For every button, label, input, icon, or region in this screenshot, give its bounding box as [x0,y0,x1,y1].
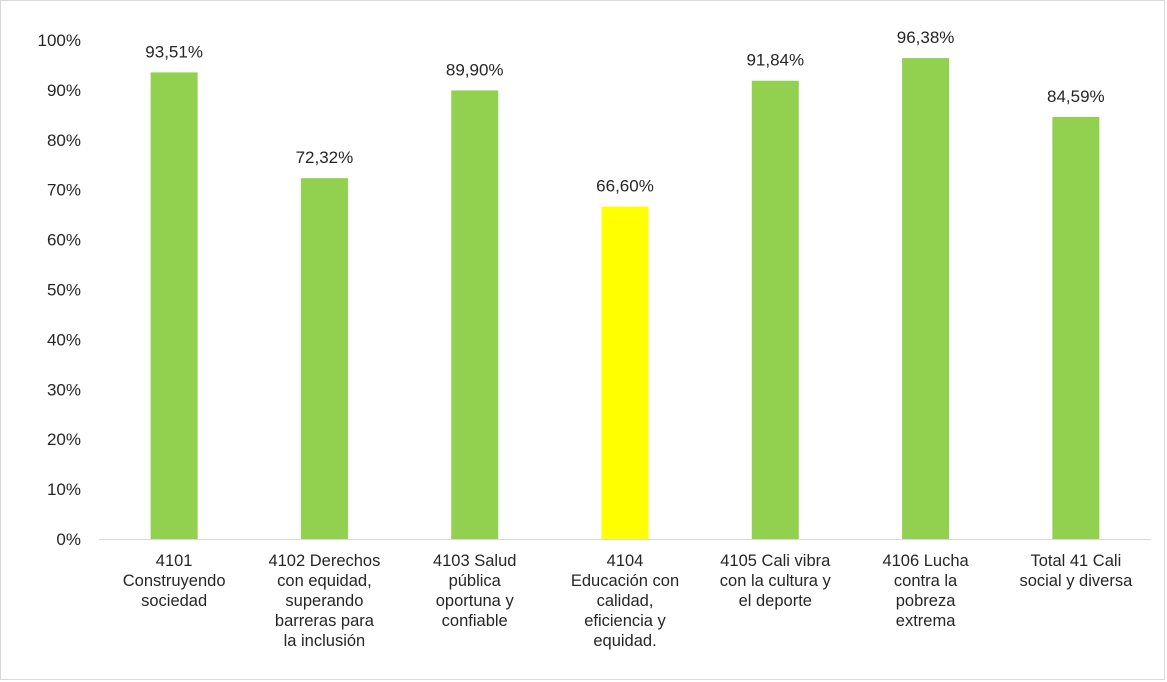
category-label-line: 4106 Lucha [882,552,969,570]
category-label-line: superando [285,592,363,610]
bar [601,206,649,539]
data-label: 89,90% [446,60,504,79]
category-label-line: con la cultura y [720,572,832,590]
category-label: 4103 Salud pública oportuna y confiable [433,552,517,630]
category-label-line: 4105 Cali vibra [720,552,831,570]
category-label-line: 4102 Derechos [268,552,380,570]
category-label-line: confiable [442,612,508,630]
data-label: 91,84% [746,51,804,70]
bars [150,58,1100,540]
category-label-line: equidad. [593,632,656,650]
y-tick-label: 30% [47,380,81,399]
bar [1052,116,1100,539]
category-label-line: Total 41 Cali [1030,552,1121,570]
category-label: 4104 Educación con calidad, eficiencia y equ… [571,552,679,650]
y-tick-label: 10% [47,480,81,499]
category-label-line: extrema [896,612,956,630]
y-tick-label: 40% [47,330,81,349]
category-label-line: pobreza [896,592,956,610]
y-tick-label: 20% [47,430,81,449]
category-label-line: barreras para [275,612,375,630]
category-label-line: 4101 [156,552,193,570]
category-label-line: el deporte [739,592,812,610]
bar [751,80,799,540]
data-label: 96,38% [897,28,955,47]
category-label-line: social y diversa [1019,572,1133,590]
category-label-line: la inclusión [284,632,366,650]
x-axis: 4101 Construyendo sociedad 4102 Derechos con… [123,552,1133,650]
category-label-line: 4104 [607,552,644,570]
category-label-line: contra la [894,572,958,590]
category-label-line: Construyendo [123,572,226,590]
category-label-line: con equidad, [277,572,372,590]
category-label-line: 4103 Salud [433,552,517,570]
category-label-line: eficiencia y [584,612,666,630]
category-label: 4101 Construyendo sociedad [123,552,226,610]
data-labels: 93,51% 72,32% 89,90% 66,60% 91,84% 96,38% 84,5… [145,28,1104,196]
y-tick-label: 60% [47,231,81,250]
y-axis: 0% 10% 20% 30% 40% 50% 60% 70% 80% 90% 100% [38,31,81,549]
y-tick-label: 70% [47,181,81,200]
category-label: 4106 Lucha contra la pobreza extrema [882,552,969,630]
y-tick-label: 50% [47,281,81,300]
category-label-line: Educación con [571,572,679,590]
category-label: 4105 Cali vibra con la cultura y el deport… [720,552,832,610]
category-label-line: pública [449,572,502,590]
category-label-line: calidad, [597,592,654,610]
y-tick-label: 90% [47,81,81,100]
bar [150,72,198,539]
y-tick-label: 100% [38,31,81,50]
category-label: 4102 Derechos con equidad, superando barrer… [268,552,380,650]
category-label-line: oportuna y [436,592,515,610]
bar [300,178,348,539]
bar [451,90,499,540]
data-label: 72,32% [296,148,354,167]
data-label: 93,51% [145,42,203,61]
y-tick-label: 80% [47,131,81,150]
bar [902,58,950,539]
data-label: 66,60% [596,177,654,196]
category-label-line: sociedad [141,592,207,610]
data-label: 84,59% [1047,87,1105,106]
category-label: Total 41 Cali social y diversa [1019,552,1133,590]
y-tick-label: 0% [56,530,81,549]
